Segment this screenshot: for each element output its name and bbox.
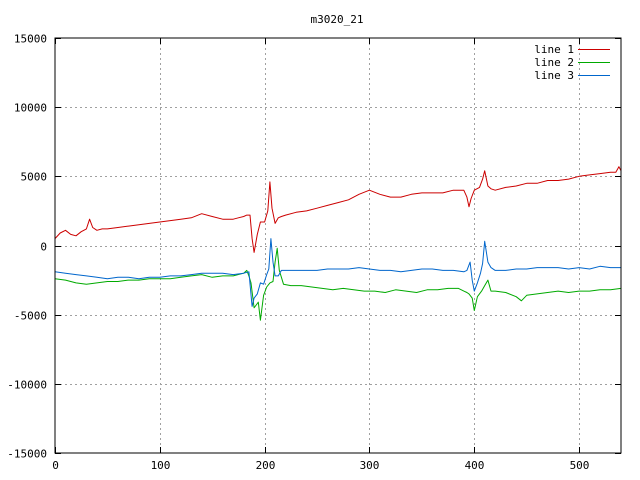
series-lines	[54, 166, 622, 321]
axis-ticks: 0 100 200 300 400 500 -15000 -10000 -5000 0 5000 10…	[7, 33, 621, 472]
legend-label: line 1	[534, 43, 574, 56]
y-tick-label: -10000	[7, 379, 47, 392]
y-tick-label: -15000	[7, 448, 47, 461]
legend-label: line 3	[534, 69, 574, 82]
x-tick-label: 300	[360, 459, 380, 472]
plot-frame	[54, 37, 622, 454]
series-line-3	[54, 238, 621, 307]
x-tick-label: 100	[151, 459, 171, 472]
grid-lines	[55, 38, 621, 453]
y-tick-label: 0	[40, 241, 47, 254]
y-tick-label: 10000	[14, 102, 47, 115]
x-tick-label: 200	[256, 459, 276, 472]
y-tick-label: 15000	[14, 33, 47, 46]
chart-title: m3020_21	[311, 13, 364, 26]
series-line-1	[54, 166, 622, 253]
x-tick-label: 0	[52, 459, 59, 472]
x-tick-label: 500	[570, 459, 590, 472]
x-tick-label: 400	[465, 459, 485, 472]
y-tick-label: -5000	[14, 310, 47, 323]
legend-label: line 2	[534, 56, 574, 69]
series-line-2	[54, 247, 622, 321]
y-tick-label: 5000	[21, 171, 48, 184]
